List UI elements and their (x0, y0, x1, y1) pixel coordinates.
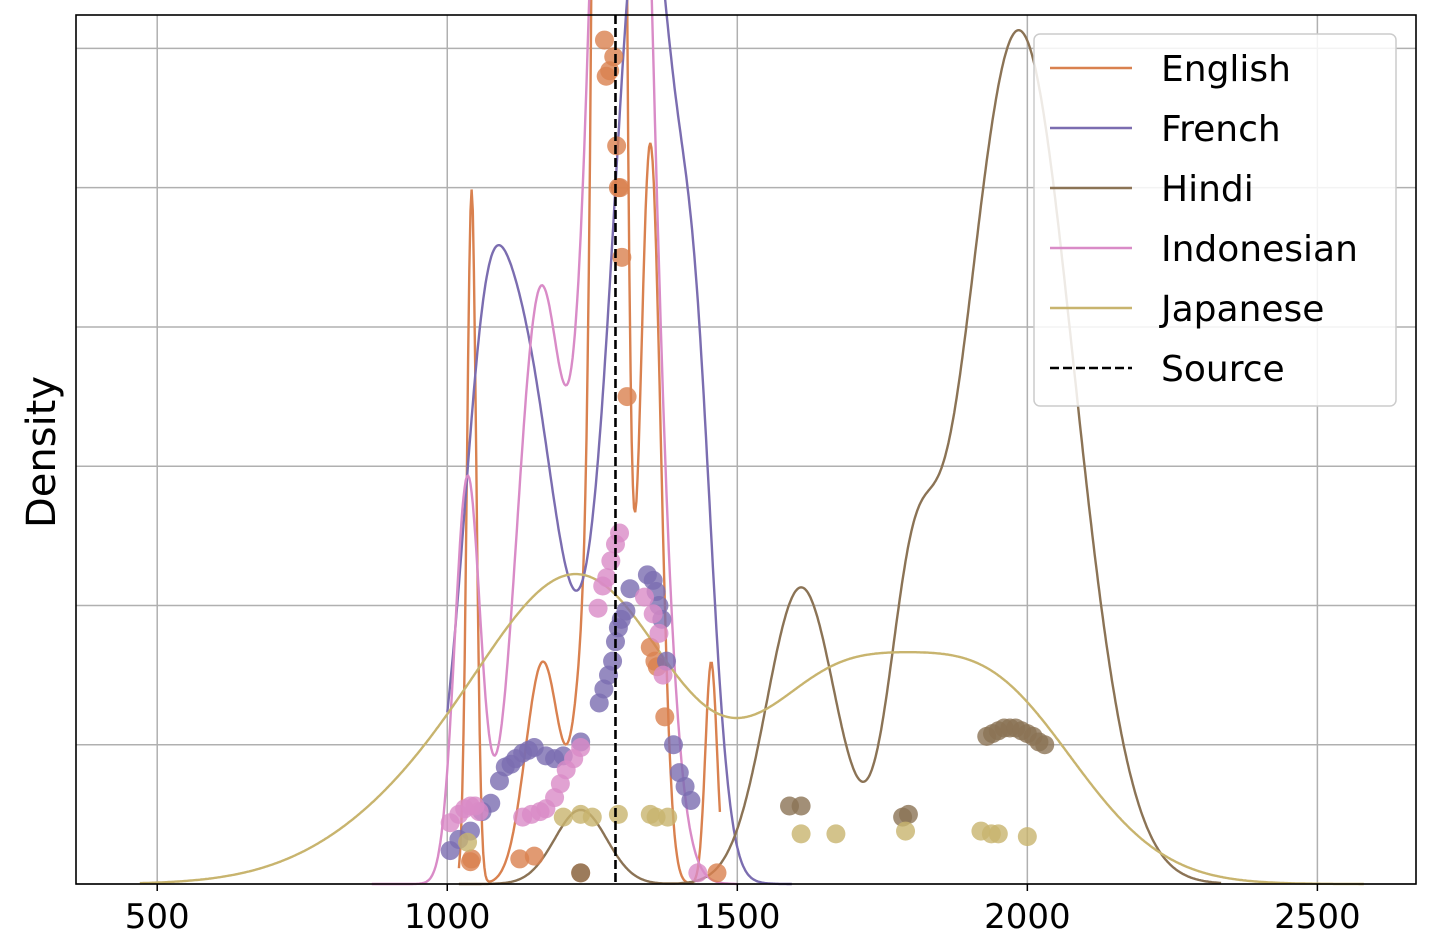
legend-label-indonesian: Indonesian (1161, 229, 1358, 270)
point-french (620, 579, 640, 599)
point-indonesian (571, 738, 591, 758)
point-japanese (608, 804, 628, 824)
y-axis-label: Density (19, 376, 65, 528)
point-hindi (1035, 735, 1055, 755)
point-english (707, 863, 727, 883)
point-japanese (826, 824, 846, 844)
point-indonesian (610, 523, 630, 543)
x-tick-label: 2000 (984, 897, 1071, 937)
legend: English French Hindi Indonesian Japanese Sour… (1033, 33, 1397, 407)
point-indonesian (649, 623, 669, 643)
point-indonesian (601, 551, 621, 571)
point-english (524, 846, 544, 866)
point-english (594, 30, 614, 50)
point-english (617, 387, 637, 407)
point-indonesian (634, 587, 654, 607)
point-hindi (898, 804, 918, 824)
x-axis-ticks: 500 1000 1500 2000 2500 (125, 884, 1361, 937)
points-layer (440, 30, 1055, 883)
point-indonesian (643, 604, 663, 624)
legend-label-english: English (1161, 49, 1291, 90)
x-tick-label: 1000 (404, 897, 491, 937)
point-indonesian (597, 568, 617, 588)
point-japanese (791, 824, 811, 844)
density-curve-japanese (139, 572, 1364, 886)
point-english (612, 247, 632, 267)
point-french (681, 790, 701, 810)
point-english (604, 47, 624, 67)
legend-label-french: French (1161, 109, 1281, 150)
series-layer (139, 0, 1364, 886)
point-english (510, 849, 530, 869)
point-indonesian (469, 802, 489, 822)
point-japanese (1017, 827, 1037, 847)
point-indonesian (588, 598, 608, 618)
point-english (462, 849, 482, 869)
point-french (616, 601, 636, 621)
x-tick-label: 1500 (694, 897, 781, 937)
point-japanese (896, 821, 916, 841)
point-english (610, 178, 630, 198)
density-curve-indonesian (371, 0, 738, 886)
point-japanese (658, 807, 678, 827)
legend-label-japanese: Japanese (1159, 289, 1324, 330)
point-french (603, 651, 623, 671)
point-japanese (458, 832, 478, 852)
point-japanese (582, 807, 602, 827)
legend-label-source: Source (1161, 349, 1285, 390)
point-indonesian (653, 665, 673, 685)
x-tick-label: 500 (125, 897, 190, 937)
point-english (655, 707, 675, 727)
point-hindi (791, 796, 811, 816)
point-japanese (988, 824, 1008, 844)
density-curve-french (446, 0, 792, 886)
plot-frame (75, 14, 1417, 885)
point-french (663, 735, 683, 755)
density-curve-english (457, 0, 722, 885)
point-japanese (553, 807, 573, 827)
point-hindi (571, 863, 591, 883)
point-indonesian (688, 863, 708, 883)
x-tick-label: 2500 (1274, 897, 1361, 937)
legend-label-hindi: Hindi (1161, 169, 1254, 210)
